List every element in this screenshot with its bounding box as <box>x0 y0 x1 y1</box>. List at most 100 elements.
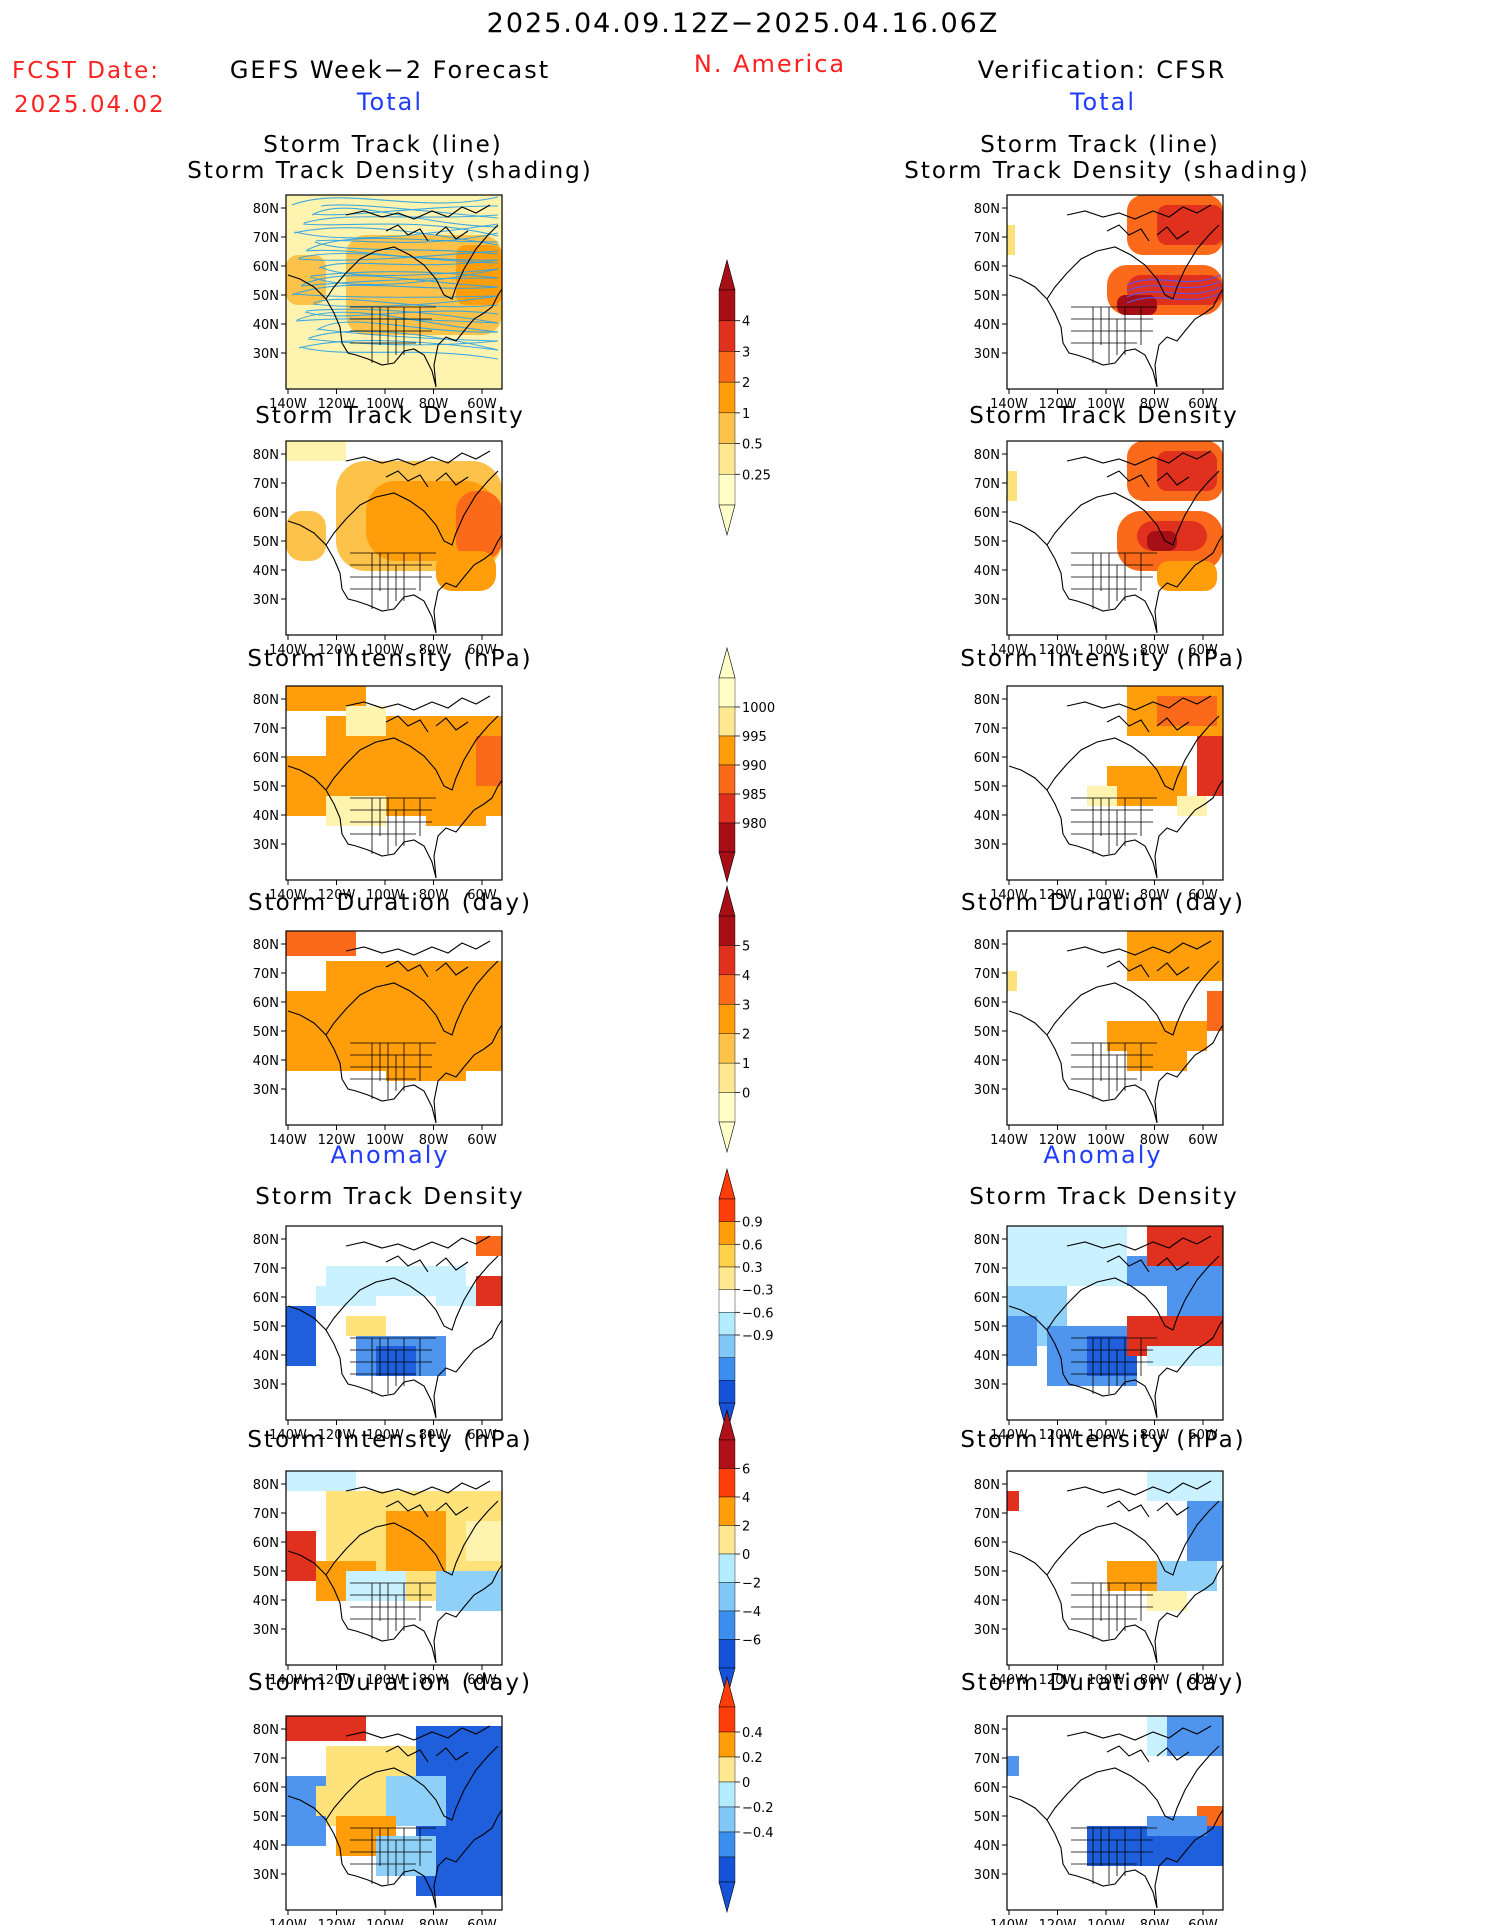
lon-tick-label: 80W <box>1140 1918 1170 1925</box>
lat-tick-label: 40N <box>974 1594 1000 1609</box>
lat-tick-label: 70N <box>253 1752 279 1767</box>
lon-tick-label: 80W <box>1140 1673 1170 1688</box>
lat-tick-label: 40N <box>974 1349 1000 1364</box>
lat-tick-label: 80N <box>253 938 279 953</box>
panel-title-r2: Storm Track Density <box>969 403 1239 429</box>
lon-tick-label: 80W <box>419 1133 449 1148</box>
lon-tick-label: 120W <box>318 643 356 658</box>
right-total-label: Total <box>1069 88 1137 116</box>
colorbar-label: 4 <box>742 315 750 330</box>
lon-tick-label: 100W <box>1087 888 1125 903</box>
lat-tick-label: 60N <box>253 751 279 766</box>
lat-tick-label: 30N <box>253 838 279 853</box>
lon-tick-label: 60W <box>1188 888 1218 903</box>
lat-tick-label: 30N <box>974 1868 1000 1883</box>
colorbar-intensity_anom: 6 4 2 0 −2 −4 −6 <box>718 1408 761 1700</box>
lat-tick-label: 50N <box>253 1025 279 1040</box>
colorbar-label: 1000 <box>742 701 775 716</box>
colorbar-label: 985 <box>742 788 767 803</box>
lat-tick-label: 40N <box>974 318 1000 333</box>
left-title: GEFS Week−2 Forecast <box>229 56 551 84</box>
map-panel-left-7: 80N 70N 60N 50N 40N 30N 140W 120W 100W 80W 60W <box>253 1715 503 1925</box>
lat-tick-label: 70N <box>974 231 1000 246</box>
lon-tick-label: 140W <box>269 643 307 658</box>
map-panel-right-1: 80N 70N 60N 50N 40N 30N 140W 120W 100W 80W 60W <box>974 194 1224 412</box>
panel-title-r4: Storm Duration (day) <box>961 890 1245 916</box>
colorbar-label: 1 <box>742 407 750 422</box>
colorbar-density_total: 4 3 2 1 0.5 0.25 <box>718 258 771 537</box>
panel-title-r6: Storm Intensity (hPa) <box>960 1427 1246 1453</box>
panel-title-l4: Storm Duration (day) <box>248 890 532 916</box>
panel-title-l3: Storm Intensity (hPa) <box>247 646 533 672</box>
lat-tick-label: 70N <box>974 1752 1000 1767</box>
lon-tick-label: 80W <box>419 1918 449 1925</box>
colorbar-label: 0.2 <box>742 1751 763 1766</box>
lat-tick-label: 80N <box>974 1478 1000 1493</box>
lat-tick-label: 30N <box>974 347 1000 362</box>
colorbar-label: 4 <box>742 1491 750 1506</box>
lat-tick-label: 50N <box>253 780 279 795</box>
lat-tick-label: 70N <box>974 967 1000 982</box>
colorbar-label: 0.4 <box>742 1726 763 1741</box>
lon-tick-label: 140W <box>990 1133 1028 1148</box>
colorbar-label: 5 <box>742 939 750 954</box>
lat-tick-label: 80N <box>253 202 279 217</box>
lon-tick-label: 140W <box>990 1918 1028 1925</box>
lon-tick-label: 80W <box>1140 643 1170 658</box>
panel-title-r7: Storm Duration (day) <box>961 1670 1245 1696</box>
lat-tick-label: 30N <box>974 1378 1000 1393</box>
lon-tick-label: 120W <box>1039 1918 1077 1925</box>
colorbar-label: 2 <box>742 1520 750 1535</box>
lon-tick-label: 140W <box>990 1428 1028 1443</box>
panel-title-r3: Storm Intensity (hPa) <box>960 646 1246 672</box>
lat-tick-label: 50N <box>974 1810 1000 1825</box>
lat-tick-label: 60N <box>253 506 279 521</box>
colorbar-label: 2 <box>742 1028 750 1043</box>
lat-tick-label: 60N <box>974 1781 1000 1796</box>
panel-title-l6: Storm Intensity (hPa) <box>247 1427 533 1453</box>
lon-tick-label: 100W <box>1087 643 1125 658</box>
fcst-date-label: FCST Date: <box>12 58 160 84</box>
lat-tick-label: 50N <box>974 289 1000 304</box>
lon-tick-label: 140W <box>269 1918 307 1925</box>
lat-tick-label: 40N <box>253 1349 279 1364</box>
panel-title-r1b: Storm Track Density (shading) <box>904 158 1310 184</box>
lat-tick-label: 30N <box>253 1868 279 1883</box>
lon-tick-label: 60W <box>1188 1918 1218 1925</box>
lat-tick-label: 40N <box>974 809 1000 824</box>
lon-tick-label: 120W <box>1039 643 1077 658</box>
lon-tick-label: 140W <box>990 643 1028 658</box>
lat-tick-label: 60N <box>253 1781 279 1796</box>
colorbar-label: −0.6 <box>742 1306 774 1321</box>
lon-tick-label: 120W <box>1039 1673 1077 1688</box>
lon-tick-label: 140W <box>269 1428 307 1443</box>
lat-tick-label: 40N <box>974 1839 1000 1854</box>
lat-tick-label: 80N <box>253 693 279 708</box>
lat-tick-label: 30N <box>974 838 1000 853</box>
colorbar-label: 0 <box>742 1087 750 1102</box>
lat-tick-label: 60N <box>974 260 1000 275</box>
lat-tick-label: 60N <box>974 996 1000 1011</box>
lon-tick-label: 120W <box>318 1918 356 1925</box>
lon-tick-label: 80W <box>1140 397 1170 412</box>
colorbar-density_anom: 0.9 0.6 0.3 −0.3 −0.6 −0.9 <box>718 1167 774 1435</box>
lon-tick-label: 100W <box>366 397 404 412</box>
lat-tick-label: 50N <box>253 1810 279 1825</box>
region-label: N. America <box>693 50 847 78</box>
colorbar-label: −6 <box>742 1634 761 1649</box>
colorbar-label: 2 <box>742 376 750 391</box>
lon-tick-label: 80W <box>419 1428 449 1443</box>
lon-tick-label: 60W <box>467 643 497 658</box>
colorbar-label: 3 <box>742 998 750 1013</box>
colorbar-label: 3 <box>742 345 750 360</box>
lat-tick-label: 40N <box>253 1839 279 1854</box>
lon-tick-label: 100W <box>1087 1428 1125 1443</box>
colorbar-label: 995 <box>742 730 767 745</box>
lat-tick-label: 70N <box>974 477 1000 492</box>
lat-tick-label: 80N <box>974 202 1000 217</box>
lat-tick-label: 70N <box>253 967 279 982</box>
lon-tick-label: 140W <box>269 888 307 903</box>
colorbar-label: 0.3 <box>742 1261 763 1276</box>
panel-title-r5: Storm Track Density <box>969 1184 1239 1210</box>
lon-tick-label: 80W <box>419 643 449 658</box>
